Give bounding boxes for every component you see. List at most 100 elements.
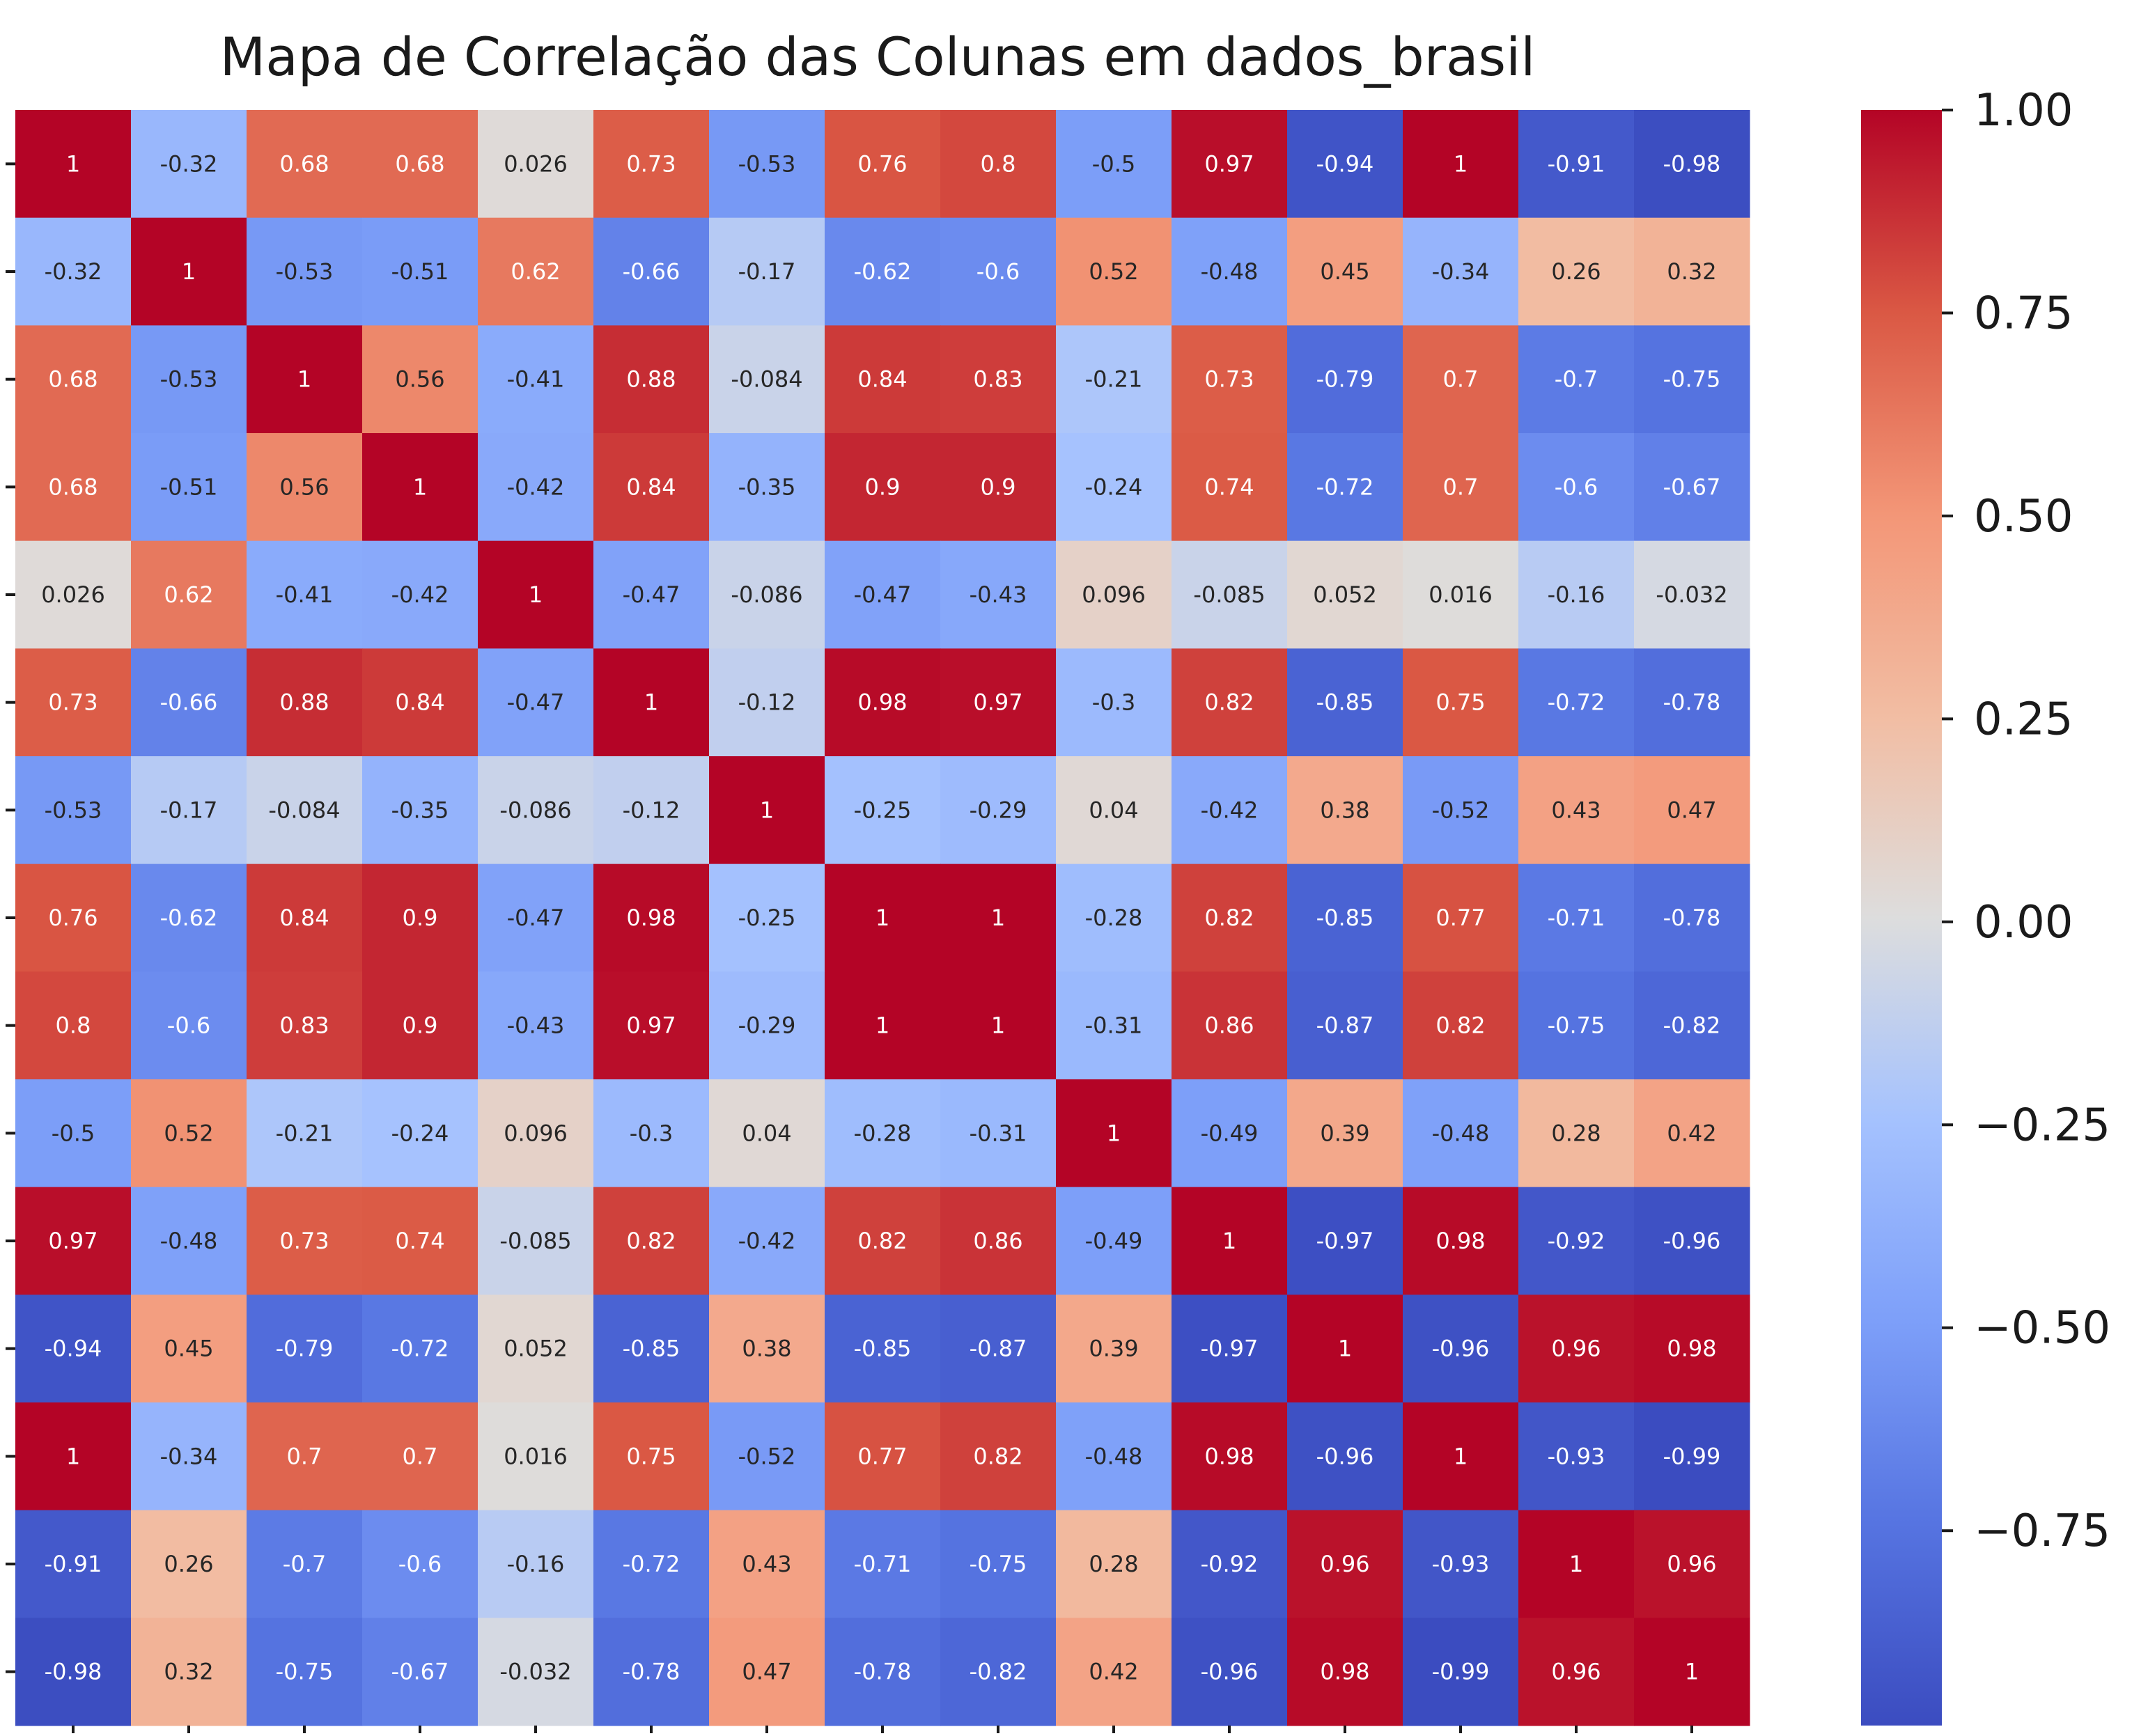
heatmap-cell-r8-c2: [247, 971, 363, 1080]
cell-label-r5-c14: -0.78: [1663, 689, 1721, 716]
cell-label-r8-c14: -0.82: [1663, 1012, 1721, 1039]
cell-label-r9-c8: -0.31: [970, 1120, 1027, 1146]
heatmap-cell-r14-c9: [1056, 1618, 1172, 1726]
cell-label-r3-c4: -0.42: [507, 474, 565, 500]
cell-label-r7-c0: 0.76: [48, 905, 98, 931]
cell-label-r12-c4: 0.016: [504, 1443, 568, 1469]
heatmap-cell-r7-c8: [940, 863, 1057, 972]
cell-label-r12-c2: 0.7: [287, 1443, 322, 1469]
cell-label-r9-c7: -0.28: [854, 1120, 912, 1146]
cell-label-r3-c5: 0.84: [626, 474, 676, 500]
heatmap-cell-r11-c6: [709, 1295, 825, 1403]
heatmap-cell-r5-c12: [1403, 648, 1519, 757]
heatmap-cell-r14-c11: [1287, 1618, 1403, 1726]
heatmap-cell-r1-c13: [1518, 217, 1635, 326]
cell-label-r14-c2: -0.75: [276, 1659, 334, 1685]
cell-label-r8-c11: -0.87: [1316, 1012, 1374, 1039]
heatmap-cell-r9-c8: [940, 1079, 1057, 1188]
heatmap-cell-r14-c12: [1403, 1618, 1519, 1726]
cell-label-r9-c11: 0.39: [1320, 1120, 1369, 1146]
cell-label-r2-c1: -0.53: [160, 366, 218, 393]
heatmap-cell-r0-c1: [131, 110, 247, 219]
heatmap-cell-r3-c1: [131, 433, 247, 542]
cell-label-r1-c5: -0.66: [623, 258, 680, 285]
cell-label-r0-c6: -0.53: [738, 150, 796, 177]
cell-label-r7-c9: -0.28: [1085, 905, 1143, 931]
cell-label-r8-c3: 0.9: [403, 1012, 438, 1039]
heatmap-cell-r3-c2: [247, 433, 363, 542]
cell-label-r1-c8: -0.6: [976, 258, 1020, 285]
cell-label-r6-c8: -0.29: [970, 797, 1027, 823]
cell-label-r10-c0: 0.97: [48, 1228, 98, 1254]
cell-label-r2-c7: 0.84: [857, 366, 907, 393]
cell-label-r0-c10: 0.97: [1204, 150, 1254, 177]
cell-label-r2-c9: -0.21: [1085, 366, 1143, 393]
heatmap-cell-r6-c5: [593, 756, 710, 865]
cell-label-r4-c14: -0.032: [1656, 581, 1727, 608]
cell-label-r13-c6: 0.43: [742, 1551, 791, 1577]
cell-label-r13-c8: -0.75: [970, 1551, 1027, 1577]
heatmap-cell-r4-c7: [825, 540, 941, 649]
cell-label-r2-c0: 0.68: [48, 366, 98, 393]
heatmap-cell-r8-c8: [940, 971, 1057, 1080]
cell-label-r2-c12: 0.7: [1443, 366, 1479, 393]
cell-label-r8-c8: 1: [991, 1012, 1005, 1039]
cell-label-r7-c6: -0.25: [738, 905, 796, 931]
chart-title: Mapa de Correlação das Colunas em dados_…: [220, 26, 1536, 88]
cell-label-r3-c14: -0.67: [1663, 474, 1721, 500]
cell-label-r12-c1: -0.34: [160, 1443, 218, 1469]
heatmap-cell-r5-c9: [1056, 648, 1172, 757]
heatmap-cell-r10-c2: [247, 1187, 363, 1295]
heatmap-cell-r6-c0: [15, 756, 132, 865]
cell-label-r12-c6: -0.52: [738, 1443, 796, 1469]
cell-label-r2-c8: 0.83: [973, 366, 1022, 393]
heatmap-cell-r1-c14: [1634, 217, 1750, 326]
heatmap-cell-r6-c1: [131, 756, 247, 865]
cell-label-r7-c2: 0.84: [279, 905, 329, 931]
heatmap-cell-r1-c11: [1287, 217, 1403, 326]
heatmap-cell-r12-c8: [940, 1402, 1057, 1511]
cell-label-r1-c9: 0.52: [1089, 258, 1138, 285]
cell-label-r7-c8: 1: [991, 905, 1005, 931]
heatmap-cell-r4-c9: [1056, 540, 1172, 649]
cell-label-r9-c5: -0.3: [630, 1120, 673, 1146]
cell-label-r2-c4: -0.41: [507, 366, 565, 393]
colorbar-tick-label: 0.25: [1974, 694, 2073, 745]
heatmap-cell-r14-c10: [1172, 1618, 1288, 1726]
cell-label-r6-c1: -0.17: [160, 797, 218, 823]
cell-label-r7-c4: -0.47: [507, 905, 565, 931]
cell-label-r6-c4: -0.086: [499, 797, 571, 823]
heatmap-cell-r8-c9: [1056, 971, 1172, 1080]
heatmap-cell-r9-c10: [1172, 1079, 1288, 1188]
cell-label-r9-c4: 0.096: [504, 1120, 568, 1146]
heatmap-cell-r12-c5: [593, 1402, 710, 1511]
cell-label-r3-c0: 0.68: [48, 474, 98, 500]
heatmap-cell-r4-c14: [1634, 540, 1750, 649]
heatmap-cell-r0-c2: [247, 110, 363, 219]
heatmap-cell-r6-c3: [362, 756, 478, 865]
cell-label-r10-c14: -0.96: [1663, 1228, 1721, 1254]
colorbar: [1861, 110, 1942, 1726]
heatmap-cell-r13-c12: [1403, 1510, 1519, 1618]
heatmap-cell-r8-c13: [1518, 971, 1635, 1080]
heatmap-cell-r5-c13: [1518, 648, 1635, 757]
cell-label-r5-c10: 0.82: [1204, 689, 1254, 716]
cell-label-r7-c13: -0.71: [1548, 905, 1605, 931]
heatmap-cell-r7-c7: [825, 863, 941, 972]
cell-label-r12-c10: 0.98: [1204, 1443, 1254, 1469]
heatmap-cell-r14-c5: [593, 1618, 710, 1726]
heatmap-cell-r3-c13: [1518, 433, 1635, 542]
heatmap-cell-r2-c3: [362, 325, 478, 434]
cell-label-r1-c1: 1: [182, 258, 196, 285]
cell-label-r9-c12: -0.48: [1432, 1120, 1490, 1146]
heatmap-cell-r3-c10: [1172, 433, 1288, 542]
cell-label-r1-c10: -0.48: [1201, 258, 1259, 285]
heatmap-cell-r7-c2: [247, 863, 363, 972]
heatmap-cell-r12-c12: [1403, 1402, 1519, 1511]
heatmap-cell-r12-c9: [1056, 1402, 1172, 1511]
heatmap-cell-r0-c9: [1056, 110, 1172, 219]
heatmap-cell-r6-c12: [1403, 756, 1519, 865]
heatmap-cell-r7-c11: [1287, 863, 1403, 972]
heatmap-cell-r6-c2: [247, 756, 363, 865]
colorbar-tick-label: 0.75: [1974, 288, 2073, 339]
